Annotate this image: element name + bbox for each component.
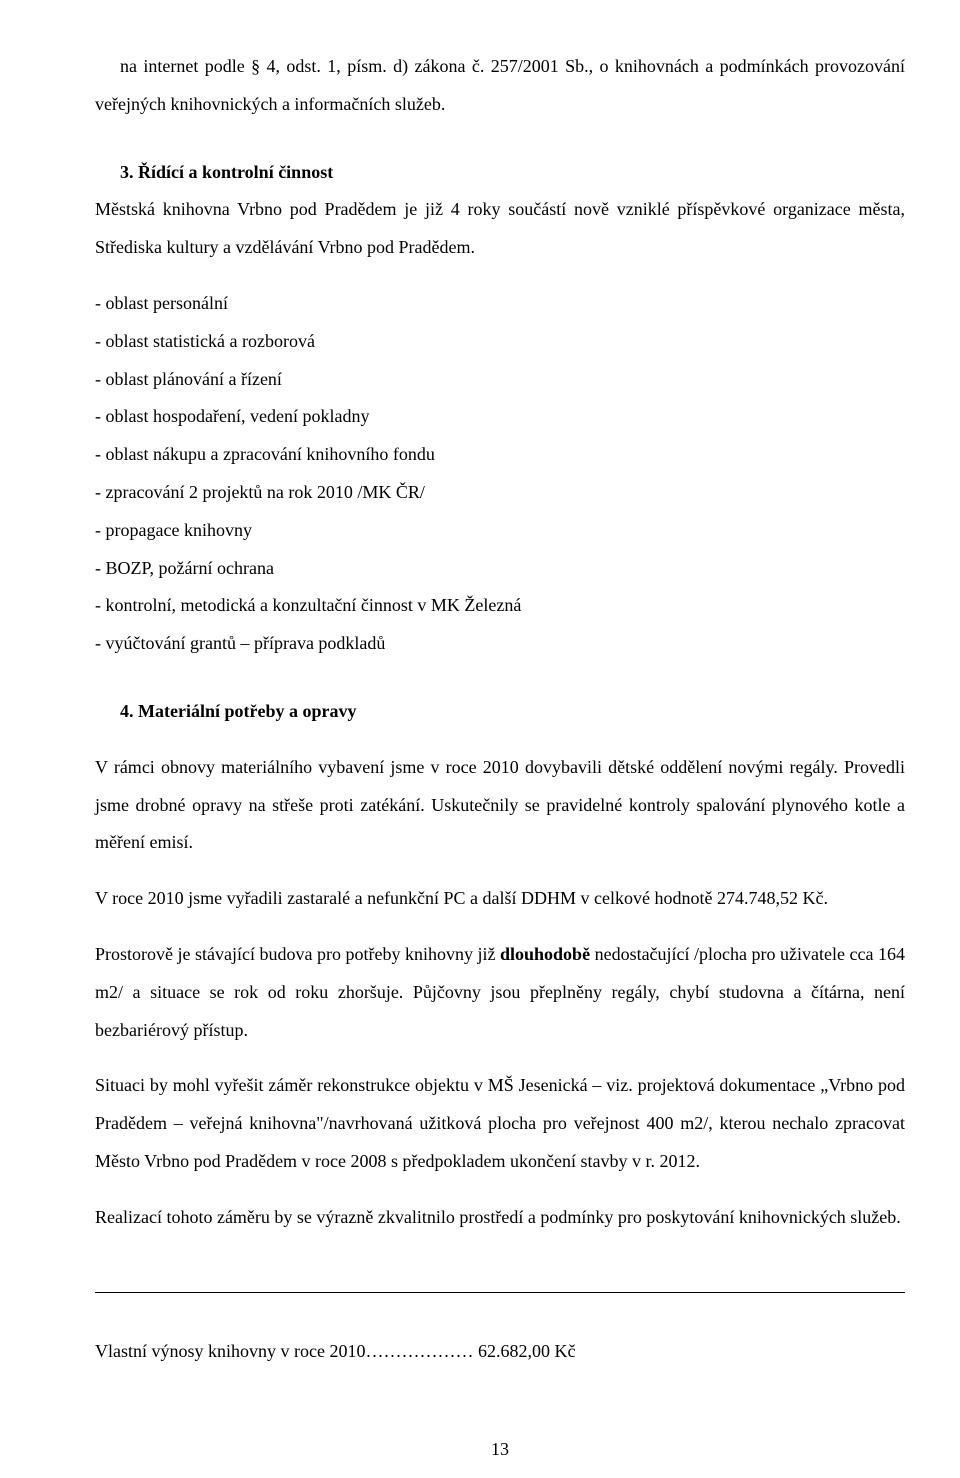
page-number: 13 <box>95 1440 905 1458</box>
list-item: - zpracování 2 projektů na rok 2010 /MK … <box>95 474 905 512</box>
list-item: - propagace knihovny <box>95 512 905 550</box>
intro-paragraph: na internet podle § 4, odst. 1, písm. d)… <box>95 48 905 124</box>
list-item: - oblast nákupu a zpracování knihovního … <box>95 436 905 474</box>
list-item: - vyúčtování grantů – příprava podkladů <box>95 625 905 663</box>
list-item: - oblast hospodaření, vedení pokladny <box>95 398 905 436</box>
list-item: - oblast statistická a rozborová <box>95 323 905 361</box>
section-4-p4: Situaci by mohl vyřešit záměr rekonstruk… <box>95 1067 905 1180</box>
list-item: - BOZP, požární ochrana <box>95 550 905 588</box>
divider <box>95 1292 905 1293</box>
list-item: - kontrolní, metodická a konzultační čin… <box>95 587 905 625</box>
p3-pre: Prostorově je stávající budova pro potře… <box>95 944 500 964</box>
section-4-p1: V rámci obnovy materiálního vybavení jsm… <box>95 749 905 862</box>
list-item: - oblast plánování a řízení <box>95 361 905 399</box>
section-4-heading: 4. Materiální potřeby a opravy <box>95 693 905 731</box>
section-4-p3: Prostorově je stávající budova pro potře… <box>95 936 905 1049</box>
section-4-p5: Realizací tohoto záměru by se výrazně zk… <box>95 1199 905 1237</box>
section-3-heading: 3. Řídící a kontrolní činnost <box>95 154 905 192</box>
revenues-line: Vlastní výnosy knihovny v roce 2010……………… <box>95 1333 905 1371</box>
p3-bold: dlouhodobě <box>500 944 590 964</box>
list-item: - oblast personální <box>95 285 905 323</box>
section-3-sub: Městská knihovna Vrbno pod Pradědem je j… <box>95 191 905 267</box>
section-4-p2: V roce 2010 jsme vyřadili zastaralé a ne… <box>95 880 905 918</box>
